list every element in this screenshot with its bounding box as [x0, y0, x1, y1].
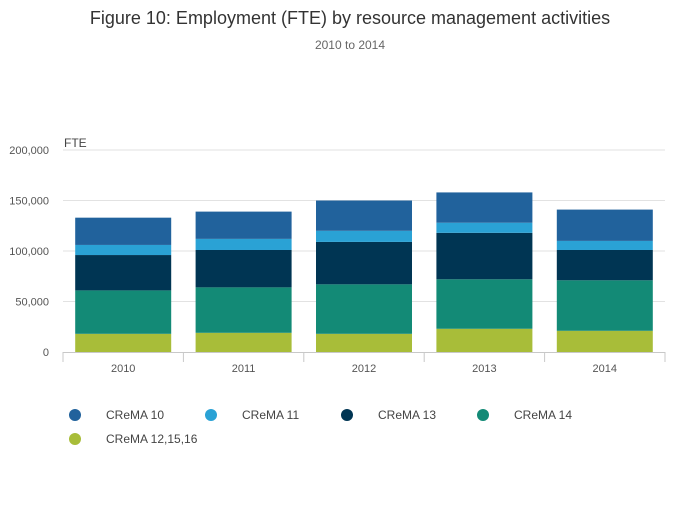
bars [75, 192, 653, 352]
legend-item[interactable]: CReMA 12,15,16 [69, 432, 198, 446]
chart-title: Figure 10: Employment (FTE) by resource … [90, 8, 610, 28]
bar-segment[interactable] [436, 279, 533, 329]
bar-segment[interactable] [195, 249, 292, 288]
bar-segment[interactable] [316, 230, 412, 242]
x-tick-label: 2010 [111, 363, 135, 375]
bar-segment[interactable] [436, 232, 533, 280]
y-tick-label: 50,000 [15, 297, 49, 309]
legend-item[interactable]: CReMA 14 [477, 408, 572, 422]
legend-label: CReMA 13 [378, 408, 436, 422]
legend-label: CReMA 12,15,16 [106, 432, 198, 446]
legend-swatch [477, 409, 489, 421]
bar-segment[interactable] [316, 333, 412, 352]
legend-label: CReMA 14 [514, 408, 572, 422]
bar-segment[interactable] [316, 241, 412, 285]
y-tick-label: 0 [43, 347, 49, 359]
bar-segment[interactable] [436, 192, 533, 223]
bar-segment[interactable] [556, 280, 653, 331]
legend-swatch [69, 409, 81, 421]
bar-segment[interactable] [75, 217, 172, 245]
bar-segment[interactable] [316, 284, 412, 334]
x-tick-label: 2012 [352, 363, 376, 375]
bar-segment[interactable] [75, 290, 172, 334]
y-tick-label: 150,000 [9, 196, 49, 208]
legend-item[interactable]: CReMA 10 [69, 408, 164, 422]
legend-swatch [205, 409, 217, 421]
y-tick-label: 100,000 [9, 246, 49, 258]
legend-swatch [69, 433, 81, 445]
bar-segment[interactable] [556, 240, 653, 250]
x-tick-label: 2014 [593, 363, 617, 375]
y-axis-title: FTE [64, 136, 87, 150]
x-axis: 2010 2011 2012 2013 2014 [62, 352, 666, 375]
bar-segment[interactable] [436, 222, 533, 233]
legend-label: CReMA 10 [106, 408, 164, 422]
legend-swatch [341, 409, 353, 421]
y-tick-label: 200,000 [9, 145, 49, 157]
x-tick-label: 2013 [472, 363, 496, 375]
bar-segment[interactable] [75, 244, 172, 256]
bar-segment[interactable] [75, 255, 172, 291]
bar-segment[interactable] [195, 238, 292, 250]
legend-item[interactable]: CReMA 13 [341, 408, 436, 422]
legend[interactable]: CReMA 10 CReMA 11 CReMA 13 CReMA 14 CReMA 12… [69, 408, 572, 446]
bar-segment[interactable] [556, 330, 653, 352]
bar-segment[interactable] [195, 287, 292, 333]
bar-segment[interactable] [75, 333, 172, 352]
bar-segment[interactable] [195, 332, 292, 352]
legend-label: CReMA 11 [242, 408, 299, 422]
bar-segment[interactable] [195, 211, 292, 239]
bar-segment[interactable] [436, 328, 533, 352]
chart-subtitle: 2010 to 2014 [315, 38, 385, 52]
bar-segment[interactable] [316, 200, 412, 231]
legend-item[interactable]: CReMA 11 [205, 408, 299, 422]
y-axis: 0 50,000 100,000 150,000 200,000 [9, 145, 49, 359]
bar-segment[interactable] [556, 209, 653, 241]
x-tick-label: 2011 [232, 363, 256, 375]
bar-segment[interactable] [556, 249, 653, 281]
